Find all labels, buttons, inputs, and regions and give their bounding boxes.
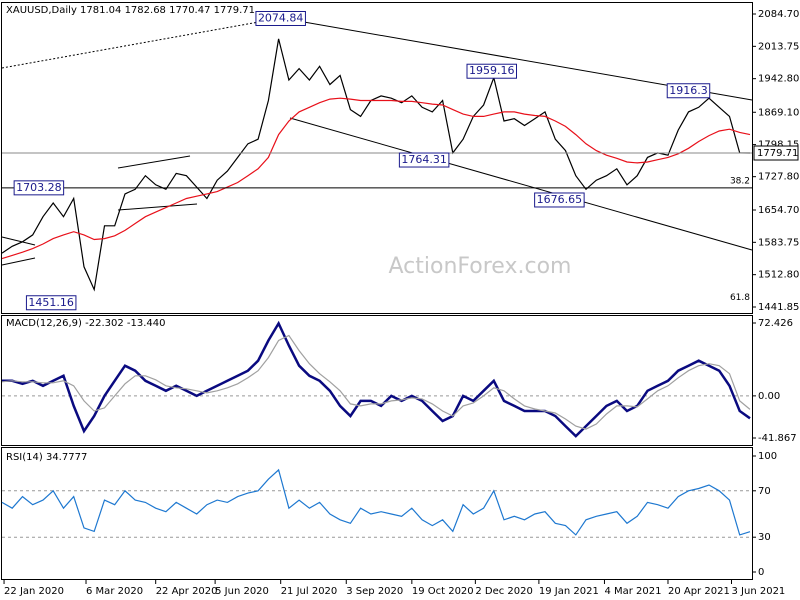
y-tick-label: 1583.75 xyxy=(758,237,799,248)
price-tag-label: 1779.71 xyxy=(757,148,798,159)
y-tick-label: 1798.15 xyxy=(758,140,799,151)
annotation-label: 1916.3 xyxy=(669,84,708,97)
panel-title: XAUUSD,Daily 1781.04 1782.68 1770.47 177… xyxy=(6,5,255,16)
pattern-line xyxy=(1,236,36,246)
y-tick-label: 70 xyxy=(758,486,771,497)
annotation-box xyxy=(398,152,450,168)
annotation-box xyxy=(255,10,306,26)
y-tick-label: 0.00 xyxy=(758,391,780,402)
annotation-label: 2074.84 xyxy=(258,11,304,24)
series-line xyxy=(1,38,751,292)
annotation-box xyxy=(25,295,77,311)
watermark: ActionForex.com xyxy=(389,254,572,279)
annotation-box xyxy=(466,63,518,79)
pattern-line xyxy=(117,203,198,211)
annotation-label: 1959.16 xyxy=(469,64,515,77)
channel-line xyxy=(289,117,753,251)
y-tick-label: 1441.85 xyxy=(758,302,799,313)
price-panel xyxy=(1,2,753,314)
annotation-label: 1764.31 xyxy=(401,153,447,166)
pattern-line xyxy=(1,257,36,266)
y-tick-label: 0 xyxy=(758,567,764,578)
x-tick-label: 22 Jan 2020 xyxy=(4,586,64,597)
series-line xyxy=(1,97,751,260)
panel-title: MACD(12,26,9) -22.302 -13.440 xyxy=(6,318,166,329)
x-tick-label: 5 Jun 2020 xyxy=(215,586,269,597)
annotation-label: 1703.28 xyxy=(16,181,62,194)
y-tick-label: 2084.70 xyxy=(758,9,799,20)
pattern-line xyxy=(117,155,191,169)
panel-title: RSI(14) 34.7777 xyxy=(6,452,87,463)
y-tick-label: 1942.80 xyxy=(758,74,799,85)
annotation-label: 1676.65 xyxy=(537,193,583,206)
y-tick-label: 1727.80 xyxy=(758,172,799,183)
x-tick-label: 3 Jun 2021 xyxy=(732,586,786,597)
y-tick-label: 1654.70 xyxy=(758,205,799,216)
y-tick-label: -41.867 xyxy=(758,433,797,444)
x-tick-label: 2 Dec 2020 xyxy=(475,586,533,597)
series-line xyxy=(1,468,751,536)
annotation-box xyxy=(534,192,585,208)
y-tick-label: 1512.80 xyxy=(758,270,799,281)
fib-label: 38.2 xyxy=(730,176,750,186)
rsi-panel xyxy=(1,447,753,580)
x-tick-label: 4 Mar 2021 xyxy=(604,586,661,597)
y-tick-label: 100 xyxy=(758,451,777,462)
y-tick-label: 30 xyxy=(758,532,771,543)
x-tick-label: 20 Apr 2021 xyxy=(668,586,730,597)
x-tick-label: 19 Oct 2020 xyxy=(412,586,474,597)
x-tick-label: 6 Mar 2020 xyxy=(86,586,143,597)
x-tick-label: 22 Apr 2020 xyxy=(156,586,218,597)
y-tick-label: 1869.10 xyxy=(758,107,799,118)
y-tick-label: 72.426 xyxy=(758,318,793,329)
x-tick-label: 3 Sep 2020 xyxy=(346,586,403,597)
annotation-box xyxy=(666,83,711,99)
fib-label: 61.8 xyxy=(730,293,750,303)
macd-panel xyxy=(1,315,753,446)
x-tick-label: 21 Jul 2020 xyxy=(281,586,338,597)
annotation-label: 1451.16 xyxy=(28,296,74,309)
annotation-box xyxy=(13,180,65,196)
y-tick-label: 2013.75 xyxy=(758,41,799,52)
series-line xyxy=(1,334,751,430)
price-tag xyxy=(753,145,799,161)
trend-line xyxy=(1,17,282,69)
x-tick-label: 19 Jan 2021 xyxy=(539,586,599,597)
